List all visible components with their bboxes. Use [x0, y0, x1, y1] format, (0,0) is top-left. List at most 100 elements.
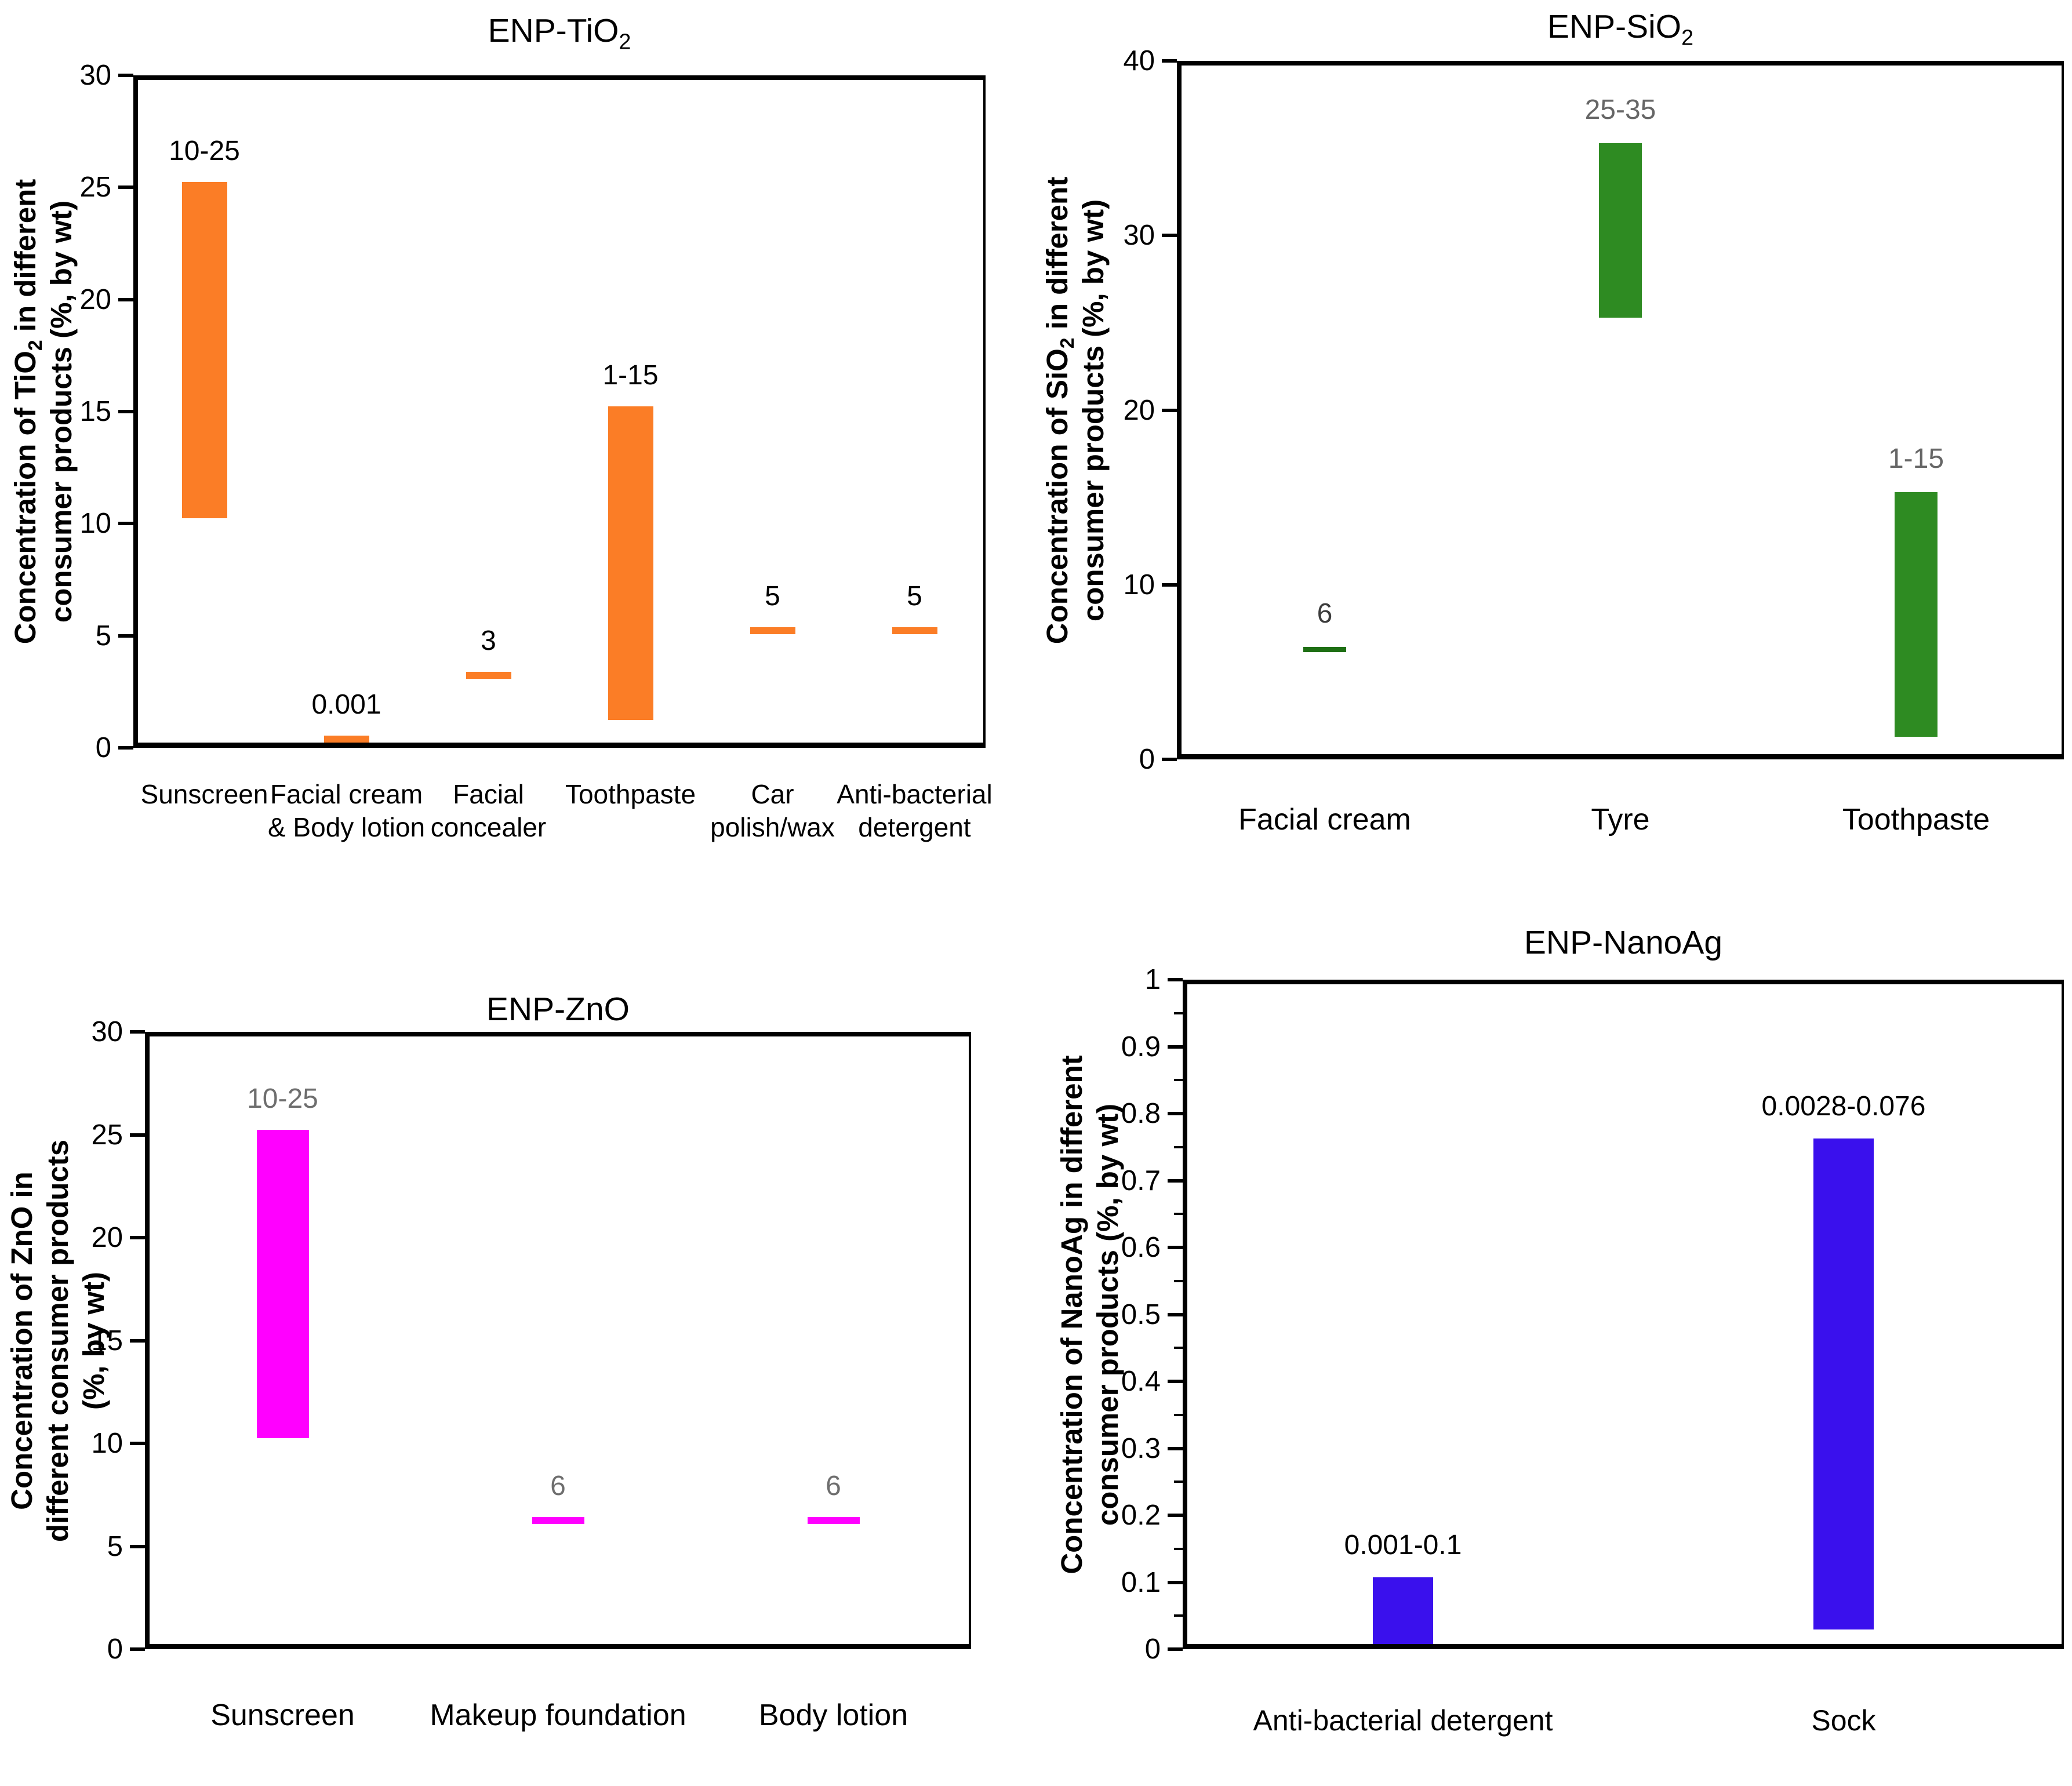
- y-tick-label: 0.9: [1121, 1031, 1161, 1063]
- category-label-line: & Body lotion: [267, 812, 426, 843]
- chart-title: ENP-ZnO: [486, 991, 630, 1028]
- category-label-line: Tyre: [1591, 803, 1650, 836]
- bars-layer: 6 25-35 1-15: [1177, 61, 2064, 754]
- y-tick-label: 0.2: [1121, 1500, 1161, 1531]
- bar: [608, 406, 653, 721]
- category-label-line: Toothpaste: [565, 779, 696, 809]
- y-axis-tick: [1162, 408, 1177, 412]
- y-tick-label: 25: [91, 1119, 123, 1151]
- y-axis-minor-tick: [1174, 1279, 1183, 1282]
- chart-title: ENP-NanoAg: [1524, 924, 1723, 961]
- category-label-line: Facial cream: [1238, 803, 1411, 836]
- y-tick-label: 1: [1144, 964, 1161, 995]
- bar-value-label: 6: [1317, 598, 1333, 629]
- category-label-line: Anti-bacterial: [837, 779, 993, 809]
- y-tick-label: 0.3: [1121, 1432, 1161, 1464]
- category-label-line: detergent: [858, 812, 971, 843]
- bar: [1373, 1577, 1433, 1644]
- y-axis-tick: [1168, 1580, 1183, 1584]
- bar-value-label: 10-25: [247, 1083, 318, 1114]
- y-tick-label: 0.5: [1121, 1298, 1161, 1330]
- category-label: Tyre: [1446, 801, 1794, 838]
- bar-value-label: 0.0028-0.076: [1761, 1090, 1926, 1122]
- y-tick-label: 20: [79, 283, 111, 315]
- bar: [750, 627, 795, 634]
- chart-title: ENP-SiO2: [1547, 8, 1694, 50]
- y-tick-label: 25: [79, 172, 111, 203]
- y-tick-label: 0: [1139, 744, 1155, 775]
- y-axis-tick: [1168, 1446, 1183, 1450]
- y-axis-tick: [118, 410, 133, 413]
- category-label: Sunscreen: [31, 778, 379, 811]
- y-axis-tick: [1168, 978, 1183, 981]
- y-axis-tick: [130, 1338, 145, 1343]
- bar: [181, 182, 227, 519]
- y-axis-minor-tick: [1174, 1145, 1183, 1148]
- y-axis-tick: [1168, 1045, 1183, 1049]
- category-label: Facial concealer: [315, 778, 663, 844]
- category-label-line: Sock: [1811, 1704, 1876, 1737]
- category-label: Anti-bacterial detergent: [1229, 1703, 1577, 1738]
- plot-area: [1183, 980, 2064, 1649]
- category-label: Makeup foundation: [384, 1697, 732, 1734]
- bar: [892, 627, 937, 634]
- y-tick-label: 0.1: [1121, 1566, 1161, 1598]
- bar: [256, 1129, 309, 1438]
- y-axis-tick: [1162, 234, 1177, 238]
- y-tick-label: 20: [1123, 394, 1155, 426]
- bar: [1303, 646, 1346, 652]
- bar-value-label: 1-15: [602, 360, 659, 391]
- y-axis-tick: [118, 185, 133, 190]
- bar-value-label: 10-25: [169, 136, 240, 167]
- y-axis-tick: [130, 1647, 145, 1651]
- y-tick-label: 0.7: [1121, 1165, 1161, 1196]
- category-label: Facial cream & Body lotion: [173, 778, 521, 844]
- category-label-line: Sunscreen: [210, 1698, 355, 1732]
- y-axis-tick: [130, 1030, 145, 1034]
- chart-panel-enp-nanoag: ENP-NanoAg Concentration of NanoAg in dif…: [1055, 925, 2064, 1737]
- category-label-line: Toothpaste: [1842, 803, 1990, 836]
- y-tick-label: 0.4: [1121, 1366, 1161, 1397]
- y-tick-label: 0: [107, 1634, 123, 1665]
- category-label: Toothpaste: [457, 778, 805, 811]
- bar: [532, 1517, 584, 1524]
- bar-value-label: 0.001-0.1: [1344, 1529, 1462, 1561]
- bar-value-label: 6: [826, 1471, 841, 1501]
- y-tick-label: 30: [91, 1016, 123, 1047]
- y-axis-tick: [1168, 1380, 1183, 1383]
- bar: [1895, 492, 1937, 737]
- bar-value-label: 5: [765, 580, 780, 612]
- y-tick-label: 15: [79, 396, 111, 427]
- y-axis-minor-tick: [1174, 1547, 1183, 1550]
- category-label: Facial cream: [1151, 801, 1499, 838]
- category-label: Anti-bacterial detergent: [741, 778, 1089, 844]
- plot-area: [133, 75, 986, 748]
- y-axis-minor-tick: [1174, 1481, 1183, 1483]
- bar: [1813, 1138, 1874, 1629]
- bar: [807, 1517, 860, 1524]
- y-axis-tick: [1162, 59, 1177, 63]
- y-axis-tick: [118, 634, 133, 638]
- bars-layer: 10-25 0.001 3 1-15 5 5: [133, 75, 986, 743]
- y-axis-tick: [1168, 1312, 1183, 1316]
- chart-panel-enp-tio2: ENP-TiO2 Concentration of TiO2 in differe…: [9, 13, 993, 842]
- chart-title: ENP-TiO2: [488, 12, 631, 54]
- bar-value-label: 5: [907, 580, 922, 612]
- bar-value-label: 1-15: [1888, 443, 1944, 475]
- category-label: Sunscreen: [109, 1697, 457, 1734]
- chart-panel-enp-zno: ENP-ZnO Concentration of ZnO in different …: [5, 991, 971, 1732]
- bar-value-label: 6: [550, 1471, 566, 1501]
- category-label: Toothpaste: [1742, 801, 2072, 838]
- y-axis-tick: [1168, 1514, 1183, 1517]
- category-label: Sock: [1670, 1703, 2018, 1738]
- y-tick-label: 0: [1144, 1634, 1161, 1665]
- category-label-line: Body lotion: [758, 1698, 908, 1732]
- category-label-line: polish/wax: [710, 812, 835, 843]
- y-axis-tick: [1168, 1112, 1183, 1115]
- bar: [323, 736, 369, 743]
- category-label-line: Makeup foundation: [430, 1698, 686, 1732]
- y-axis-tick: [1168, 1246, 1183, 1249]
- y-tick-label: 0.6: [1121, 1232, 1161, 1263]
- y-axis-tick: [130, 1133, 145, 1137]
